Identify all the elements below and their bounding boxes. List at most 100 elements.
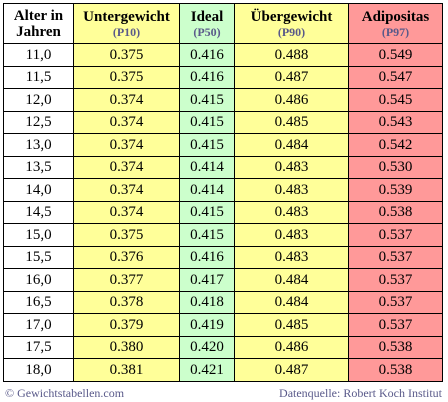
obesity-cell: 0.537 [348,223,443,247]
ideal-cell: 0.419 [179,313,235,337]
overweight-cell: 0.483 [234,200,349,224]
underweight-cell: 0.374 [73,133,180,157]
table-row: 11,5 0.375 0.416 0.487 0.547 [3,65,443,89]
data-source-text: Datenquelle: Robert Koch Institut [279,386,442,400]
age-cell: 17,0 [3,313,74,337]
ideal-cell: 0.418 [179,290,235,314]
header-overweight-label: Übergewicht [250,8,333,25]
underweight-cell: 0.374 [73,110,180,134]
underweight-cell: 0.374 [73,200,180,224]
overweight-cell: 0.485 [234,110,349,134]
header-ideal-label: Ideal [190,8,224,25]
table-header: Alter in Jahren Untergewicht (P10) Ideal… [3,3,443,44]
header-age-line2: Jahren [16,23,61,40]
obesity-cell: 0.549 [348,43,443,67]
overweight-cell: 0.487 [234,65,349,89]
underweight-cell: 0.379 [73,313,180,337]
header-overweight-percentile: (P90) [277,24,306,39]
underweight-cell: 0.375 [73,223,180,247]
age-cell: 13,5 [3,155,74,179]
age-cell: 13,0 [3,133,74,157]
obesity-cell: 0.537 [348,290,443,314]
obesity-cell: 0.542 [348,133,443,157]
footer: © Gewichtstabellen.com Datenquelle: Robe… [3,386,442,400]
underweight-cell: 0.375 [73,43,180,67]
ideal-cell: 0.415 [179,200,235,224]
header-obesity: Adipositas (P97) [348,3,443,44]
underweight-cell: 0.377 [73,268,180,292]
age-cell: 16,5 [3,290,74,314]
header-age: Alter in Jahren [3,3,74,44]
underweight-cell: 0.374 [73,88,180,112]
overweight-cell: 0.486 [234,88,349,112]
age-cell: 14,0 [3,178,74,202]
table-row: 17,0 0.379 0.419 0.485 0.537 [3,313,443,337]
age-cell: 18,0 [3,358,74,382]
ideal-cell: 0.415 [179,133,235,157]
table-row: 16,5 0.378 0.418 0.484 0.537 [3,290,443,314]
header-overweight: Übergewicht (P90) [234,3,349,44]
ideal-cell: 0.417 [179,268,235,292]
underweight-cell: 0.378 [73,290,180,314]
table-row: 15,0 0.375 0.415 0.483 0.537 [3,223,443,247]
ideal-cell: 0.416 [179,43,235,67]
table-row: 12,5 0.374 0.415 0.485 0.543 [3,110,443,134]
age-cell: 16,0 [3,268,74,292]
overweight-cell: 0.483 [234,223,349,247]
overweight-cell: 0.483 [234,245,349,269]
obesity-cell: 0.547 [348,65,443,89]
age-cell: 12,0 [3,88,74,112]
table-row: 18,0 0.381 0.421 0.487 0.538 [3,358,443,382]
age-cell: 14,5 [3,200,74,224]
obesity-cell: 0.537 [348,268,443,292]
age-cell: 17,5 [3,335,74,359]
header-obesity-label: Adipositas [361,8,430,25]
table-row: 16,0 0.377 0.417 0.484 0.537 [3,268,443,292]
obesity-cell: 0.543 [348,110,443,134]
underweight-cell: 0.374 [73,155,180,179]
underweight-cell: 0.380 [73,335,180,359]
ideal-cell: 0.416 [179,245,235,269]
ideal-cell: 0.416 [179,65,235,89]
header-obesity-percentile: (P97) [381,24,410,39]
header-row: Alter in Jahren Untergewicht (P10) Ideal… [3,3,443,44]
whtr-percentile-table: Alter in Jahren Untergewicht (P10) Ideal… [3,3,443,382]
table-row: 14,0 0.374 0.414 0.483 0.539 [3,178,443,202]
header-underweight-percentile: (P10) [112,24,141,39]
table-row: 11,0 0.375 0.416 0.488 0.549 [3,43,443,67]
table-row: 14,5 0.374 0.415 0.483 0.538 [3,200,443,224]
obesity-cell: 0.530 [348,155,443,179]
obesity-cell: 0.538 [348,200,443,224]
obesity-cell: 0.538 [348,358,443,382]
table-row: 13,0 0.374 0.415 0.484 0.542 [3,133,443,157]
age-cell: 11,0 [3,43,74,67]
header-ideal: Ideal (P50) [179,3,235,44]
header-underweight-label: Untergewicht [83,8,170,25]
age-cell: 15,5 [3,245,74,269]
table-row: 15,5 0.376 0.416 0.483 0.537 [3,245,443,269]
underweight-cell: 0.375 [73,65,180,89]
header-ideal-percentile: (P50) [193,24,221,39]
obesity-cell: 0.545 [348,88,443,112]
ideal-cell: 0.414 [179,155,235,179]
obesity-cell: 0.539 [348,178,443,202]
age-cell: 11,5 [3,65,74,89]
ideal-cell: 0.415 [179,223,235,247]
overweight-cell: 0.484 [234,133,349,157]
overweight-cell: 0.484 [234,290,349,314]
ideal-cell: 0.415 [179,88,235,112]
ideal-cell: 0.421 [179,358,235,382]
table-row: 17,5 0.380 0.420 0.486 0.538 [3,335,443,359]
overweight-cell: 0.483 [234,155,349,179]
age-cell: 15,0 [3,223,74,247]
obesity-cell: 0.538 [348,335,443,359]
table-row: 12,0 0.374 0.415 0.486 0.545 [3,88,443,112]
underweight-cell: 0.374 [73,178,180,202]
ideal-cell: 0.414 [179,178,235,202]
table-row: 13,5 0.374 0.414 0.483 0.530 [3,155,443,179]
underweight-cell: 0.381 [73,358,180,382]
age-cell: 12,5 [3,110,74,134]
overweight-cell: 0.487 [234,358,349,382]
obesity-cell: 0.537 [348,245,443,269]
overweight-cell: 0.488 [234,43,349,67]
